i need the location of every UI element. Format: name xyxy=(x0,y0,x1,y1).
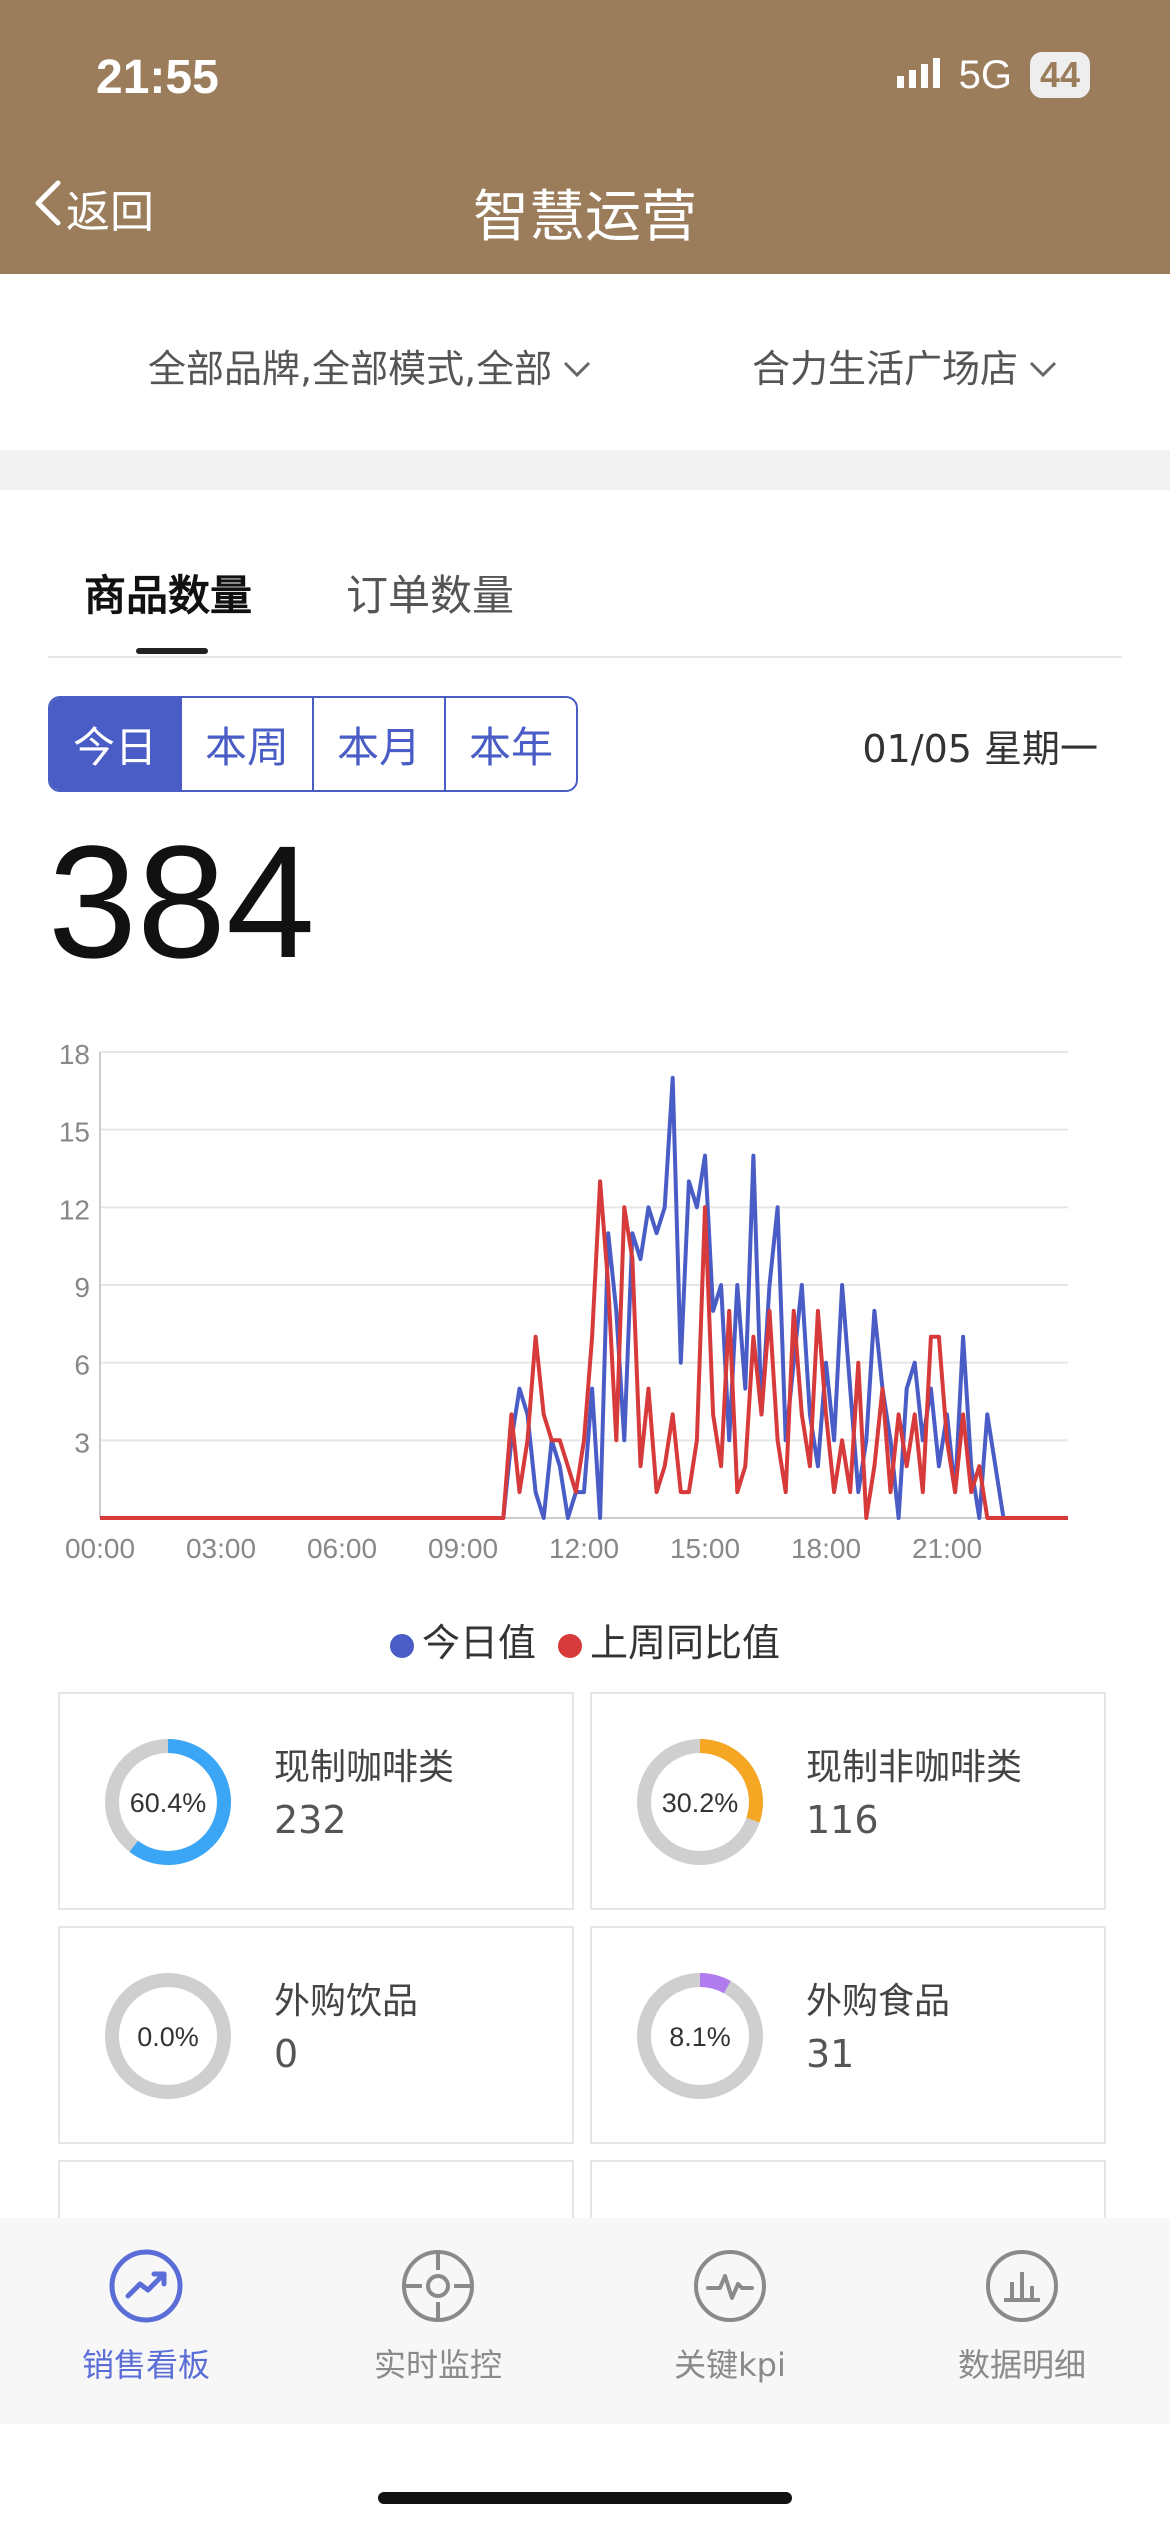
period-month-button[interactable]: 本月 xyxy=(312,698,444,790)
store-filter-dropdown[interactable]: 合力生活广场店 xyxy=(752,338,1058,393)
tab-label: 数据明细 xyxy=(957,2346,1086,2384)
x-tick-label: 15:00 xyxy=(670,1533,740,1564)
category-name: 现制咖啡类 xyxy=(274,1747,455,1788)
donut-progress: 30.2% xyxy=(637,1739,763,1865)
tab-label: 实时监控 xyxy=(373,2346,502,2384)
series-line xyxy=(100,1179,1068,1520)
nav-bar: 返回 智慧运营 xyxy=(0,150,1170,274)
donut-progress: 0.0% xyxy=(105,1973,231,2099)
donut-progress: 60.4% xyxy=(105,1739,231,1865)
tab-label: 销售看板 xyxy=(81,2346,210,2384)
category-card[interactable]: 30.2% 现制非咖啡类 116 xyxy=(590,1692,1106,1910)
store-filter-label: 合力生活广场店 xyxy=(752,347,1019,391)
section-divider xyxy=(0,450,1170,490)
chart-legend: 今日值 上周同比值 xyxy=(0,1612,1170,1667)
category-name: 外购食品 xyxy=(806,1981,951,2022)
chevron-down-icon xyxy=(562,344,592,388)
tab-key-kpi[interactable]: 关键kpi xyxy=(600,2248,860,2386)
status-bar: 21:55 5G 44 xyxy=(0,0,1170,150)
category-name: 现制非咖啡类 xyxy=(806,1747,1023,1788)
category-name: 外购饮品 xyxy=(274,1981,419,2022)
chevron-down-icon xyxy=(1028,344,1058,388)
donut-percent-label: 60.4% xyxy=(130,1788,207,1818)
donut-percent-label: 8.1% xyxy=(669,2022,731,2052)
x-tick-label: 21:00 xyxy=(912,1533,982,1564)
y-tick-label: 15 xyxy=(59,1117,90,1148)
donut-percent-label: 0.0% xyxy=(137,2022,199,2052)
bar-chart-icon xyxy=(892,2248,1152,2328)
x-tick-label: 09:00 xyxy=(428,1533,498,1564)
sales-line-chart: 3 6 9 12 15 18 00:00 03:00 06:00 09:00 12:00 15:00 1… xyxy=(59,1039,1068,1564)
category-value: 0 xyxy=(274,2032,299,2076)
period-year-button[interactable]: 本年 xyxy=(444,698,576,790)
x-tick-label: 06:00 xyxy=(307,1533,377,1564)
chevron-left-icon xyxy=(30,177,66,240)
category-value: 116 xyxy=(806,1798,879,1842)
period-week-button[interactable]: 本周 xyxy=(180,698,312,790)
x-tick-label: 12:00 xyxy=(549,1533,619,1564)
trend-up-icon xyxy=(16,2248,276,2328)
category-value: 31 xyxy=(806,2032,855,2076)
y-tick-label: 3 xyxy=(74,1427,90,1458)
x-tick-label: 03:00 xyxy=(186,1533,256,1564)
y-tick-label: 18 xyxy=(59,1039,90,1070)
page-title: 智慧运营 xyxy=(473,185,697,250)
period-today-button[interactable]: 今日 xyxy=(50,698,180,790)
legend-last-week-marker xyxy=(558,1633,583,1658)
tab-order-count[interactable]: 订单数量 xyxy=(346,571,515,620)
donut-arc xyxy=(105,1739,231,1865)
brand-filter-dropdown[interactable]: 全部品牌,全部模式,全部 xyxy=(148,338,592,393)
donut-progress: 8.1% xyxy=(637,1973,763,2099)
category-card[interactable]: 8.1% 外购食品 31 xyxy=(590,1926,1106,2144)
x-tick-label: 18:00 xyxy=(791,1533,861,1564)
x-tick-label: 00:00 xyxy=(65,1533,135,1564)
tab-label: 关键kpi xyxy=(674,2346,786,2384)
y-tick-label: 6 xyxy=(74,1350,90,1381)
active-tab-indicator xyxy=(136,648,208,654)
status-icons: 5G 44 xyxy=(896,52,1090,98)
bottom-tab-bar: 销售看板 实时监控 关键kpi 数据明细 xyxy=(0,2218,1170,2424)
status-time: 21:55 xyxy=(96,51,219,104)
donut-arc xyxy=(637,1739,763,1865)
donut-track xyxy=(105,1973,231,2099)
current-date: 01/05 星期一 xyxy=(862,727,1098,771)
battery-level: 44 xyxy=(1029,52,1090,98)
tab-sales-dashboard[interactable]: 销售看板 xyxy=(16,2248,276,2386)
brand-filter-label: 全部品牌,全部模式,全部 xyxy=(148,347,553,391)
category-value: 232 xyxy=(274,1798,347,1842)
back-button[interactable]: 返回 xyxy=(30,176,154,240)
category-card[interactable]: 60.4% 现制咖啡类 232 xyxy=(58,1692,574,1910)
network-label: 5G xyxy=(958,52,1012,97)
metric-tabs: 商品数量 订单数量 xyxy=(48,540,1122,658)
filter-bar: 全部品牌,全部模式,全部 合力生活广场店 xyxy=(0,274,1170,450)
y-tick-label: 9 xyxy=(74,1272,90,1303)
signal-icon xyxy=(896,53,941,98)
pulse-icon xyxy=(600,2248,860,2328)
tab-realtime-monitor[interactable]: 实时监控 xyxy=(308,2248,568,2386)
home-indicator xyxy=(378,2492,792,2504)
legend-today-label: 今日值 xyxy=(421,1621,536,1665)
crosshair-icon xyxy=(308,2248,568,2328)
tab-data-detail[interactable]: 数据明细 xyxy=(892,2248,1152,2386)
donut-percent-label: 30.2% xyxy=(662,1788,739,1818)
tab-product-count[interactable]: 商品数量 xyxy=(84,571,253,620)
total-count: 384 xyxy=(48,812,315,991)
y-tick-label: 12 xyxy=(59,1194,90,1225)
legend-last-week-label: 上周同比值 xyxy=(590,1621,781,1665)
legend-today-marker xyxy=(389,1633,414,1658)
back-label: 返回 xyxy=(66,187,154,238)
donut-arc xyxy=(637,1973,763,2099)
period-selector: 今日 本周 本月 本年 xyxy=(48,696,578,792)
category-card[interactable]: 0.0% 外购饮品 0 xyxy=(58,1926,574,2144)
